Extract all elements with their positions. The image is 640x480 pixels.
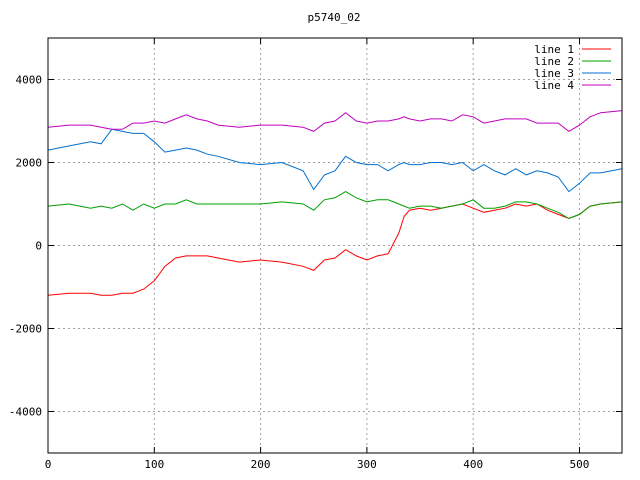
series-lines	[47, 110, 623, 296]
legend-label-3: line 3	[534, 67, 574, 80]
series-line-1	[47, 201, 623, 296]
x-axis-ticks: 0 100 200 300 400 500	[45, 38, 590, 471]
legend-label-2: line 2	[534, 55, 574, 68]
x-tick-label: 100	[144, 458, 164, 471]
y-tick-label: -4000	[9, 406, 42, 419]
chart-title: p5740_02	[308, 11, 361, 24]
y-axis-ticks: -4000 -2000 0 2000 4000	[9, 74, 622, 419]
x-tick-label: 200	[251, 458, 271, 471]
y-tick-label: 2000	[16, 157, 43, 170]
grid	[48, 38, 622, 453]
y-tick-label: 0	[35, 240, 42, 253]
y-tick-label: -2000	[9, 323, 42, 336]
legend-label-1: line 1	[534, 43, 574, 56]
x-tick-label: 300	[357, 458, 377, 471]
x-tick-label: 0	[45, 458, 52, 471]
series-line-4	[47, 110, 623, 133]
series-line-3	[47, 128, 623, 193]
series-line-2	[47, 191, 623, 220]
x-tick-label: 500	[570, 458, 590, 471]
x-tick-label: 400	[463, 458, 483, 471]
legend-label-4: line 4	[534, 79, 574, 92]
y-tick-label: 4000	[16, 74, 43, 87]
